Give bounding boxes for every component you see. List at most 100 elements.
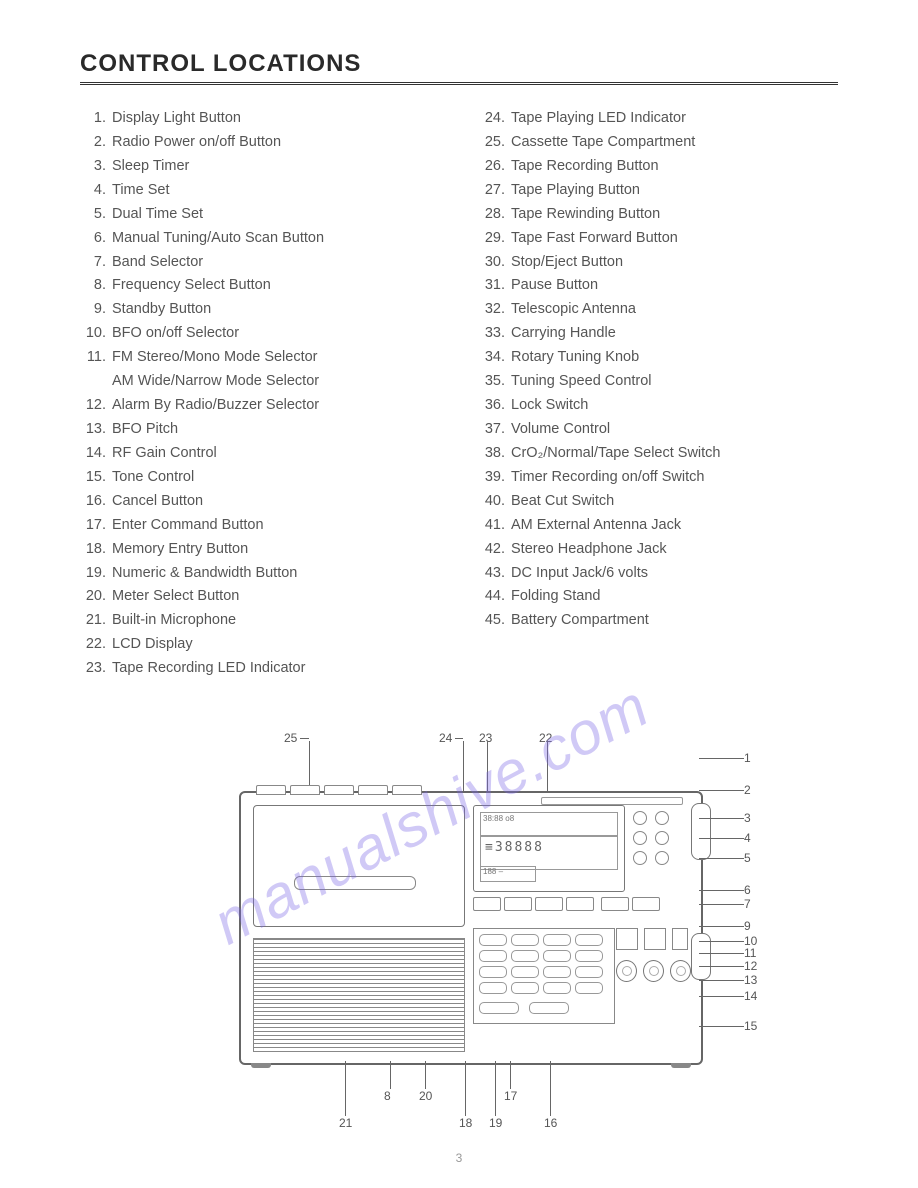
list-item-number: 21. — [80, 609, 106, 633]
device-figure: 25242322 38:88 o8 ≡38888 188 – — [139, 721, 779, 1141]
list-item-label: Dual Time Set — [112, 203, 439, 227]
list-item-number: 40. — [479, 490, 505, 514]
list-item-label: Tuning Speed Control — [511, 370, 838, 394]
callout-label: 6 — [744, 883, 751, 897]
list-item-label: Tape Playing Button — [511, 179, 838, 203]
callout-label: 20 — [419, 1089, 432, 1103]
list-item: 35.Tuning Speed Control — [479, 370, 838, 394]
list-item: 4.Time Set — [80, 179, 439, 203]
list-item: 1.Display Light Button — [80, 107, 439, 131]
list-item-number: 18. — [80, 538, 106, 562]
list-item: 30.Stop/Eject Button — [479, 251, 838, 275]
callout-label: 15 — [744, 1019, 757, 1033]
list-item-number: 23. — [80, 657, 106, 681]
list-item-label: FM Stereo/Mono Mode Selector — [112, 346, 439, 370]
list-item-label: Time Set — [112, 179, 439, 203]
list-item-number: 6. — [80, 227, 106, 251]
callout-label: 25 — [284, 731, 297, 745]
callout-label: 3 — [744, 811, 751, 825]
list-item-label: Battery Compartment — [511, 609, 838, 633]
list-item: 34.Rotary Tuning Knob — [479, 346, 838, 370]
list-item: 2.Radio Power on/off Button — [80, 131, 439, 155]
list-item-label: Radio Power on/off Button — [112, 131, 439, 155]
list-item-label: Lock Switch — [511, 394, 838, 418]
list-item: 27.Tape Playing Button — [479, 179, 838, 203]
list-item: 38.CrO₂/Normal/Tape Select Switch — [479, 442, 838, 466]
list-item-number: 42. — [479, 538, 505, 562]
list-item-label: Tape Playing LED Indicator — [511, 107, 838, 131]
lower-right-controls — [616, 928, 691, 1038]
callout-label: 7 — [744, 897, 751, 911]
list-item-label: Rotary Tuning Knob — [511, 346, 838, 370]
list-item: 13.BFO Pitch — [80, 418, 439, 442]
list-item: 20.Meter Select Button — [80, 585, 439, 609]
list-item-label: Tone Control — [112, 466, 439, 490]
list-item-number: 33. — [479, 322, 505, 346]
callout-line — [699, 904, 744, 905]
list-item-number: 39. — [479, 466, 505, 490]
list-item-label: Pause Button — [511, 274, 838, 298]
page-number: 3 — [80, 1151, 838, 1165]
list-item-number: 14. — [80, 442, 106, 466]
list-item-number: 19. — [80, 562, 106, 586]
callout-line — [699, 818, 744, 819]
list-item: 23.Tape Recording LED Indicator — [80, 657, 439, 681]
list-item-label: Carrying Handle — [511, 322, 838, 346]
list-item: 33.Carrying Handle — [479, 322, 838, 346]
list-item-number: 28. — [479, 203, 505, 227]
callout-label: 5 — [744, 851, 751, 865]
list-item: 12.Alarm By Radio/Buzzer Selector — [80, 394, 439, 418]
cassette-slot — [294, 876, 416, 890]
list-item: 14.RF Gain Control — [80, 442, 439, 466]
callout-line — [345, 1061, 346, 1116]
list-item-number: 36. — [479, 394, 505, 418]
top-strip — [541, 797, 683, 805]
list-item: 32.Telescopic Antenna — [479, 298, 838, 322]
list-item-number: 2. — [80, 131, 106, 155]
list-item-label: Memory Entry Button — [112, 538, 439, 562]
list-item: 28.Tape Rewinding Button — [479, 203, 838, 227]
list-item-number: 29. — [479, 227, 505, 251]
list-item-label: Tape Rewinding Button — [511, 203, 838, 227]
list-item: 16.Cancel Button — [80, 490, 439, 514]
callout-line — [699, 790, 744, 791]
tuning-dial — [691, 803, 711, 860]
list-item-number: 41. — [479, 514, 505, 538]
list-item-number: 20. — [80, 585, 106, 609]
list-item: 25.Cassette Tape Compartment — [479, 131, 838, 155]
list-item-label: Stereo Headphone Jack — [511, 538, 838, 562]
callout-label: 8 — [384, 1089, 391, 1103]
list-item-label: Alarm By Radio/Buzzer Selector — [112, 394, 439, 418]
callout-line — [425, 1061, 426, 1089]
callout-label: 22 — [539, 731, 552, 745]
list-item-number: 3. — [80, 155, 106, 179]
list-item-number: 17. — [80, 514, 106, 538]
list-item: 15.Tone Control — [80, 466, 439, 490]
list-item: 8.Frequency Select Button — [80, 274, 439, 298]
list-item-label: Built-in Microphone — [112, 609, 439, 633]
list-item-number: 26. — [479, 155, 505, 179]
list-item-number: 35. — [479, 370, 505, 394]
list-item-label: Band Selector — [112, 251, 439, 275]
list-item: 3.Sleep Timer — [80, 155, 439, 179]
callout-line — [699, 858, 744, 859]
callout-label: 23 — [479, 731, 492, 745]
device-body: 38:88 o8 ≡38888 188 – — [239, 791, 703, 1065]
list-item-label: Folding Stand — [511, 585, 838, 609]
callout-line — [510, 1061, 511, 1089]
list-item: 24.Tape Playing LED Indicator — [479, 107, 838, 131]
list-item-label: Enter Command Button — [112, 514, 439, 538]
callout-label: 19 — [489, 1116, 502, 1130]
right-small-buttons — [633, 811, 691, 871]
list-item: 43.DC Input Jack/6 volts — [479, 562, 838, 586]
callout-label: 13 — [744, 973, 757, 987]
list-item-number: 15. — [80, 466, 106, 490]
list-item: 11.FM Stereo/Mono Mode Selector — [80, 346, 439, 370]
list-item-number: 37. — [479, 418, 505, 442]
list-item: 36.Lock Switch — [479, 394, 838, 418]
callout-label: 12 — [744, 959, 757, 973]
list-item: 19.Numeric & Bandwidth Button — [80, 562, 439, 586]
callout-line — [699, 941, 744, 942]
list-item: 5.Dual Time Set — [80, 203, 439, 227]
list-item: 10.BFO on/off Selector — [80, 322, 439, 346]
